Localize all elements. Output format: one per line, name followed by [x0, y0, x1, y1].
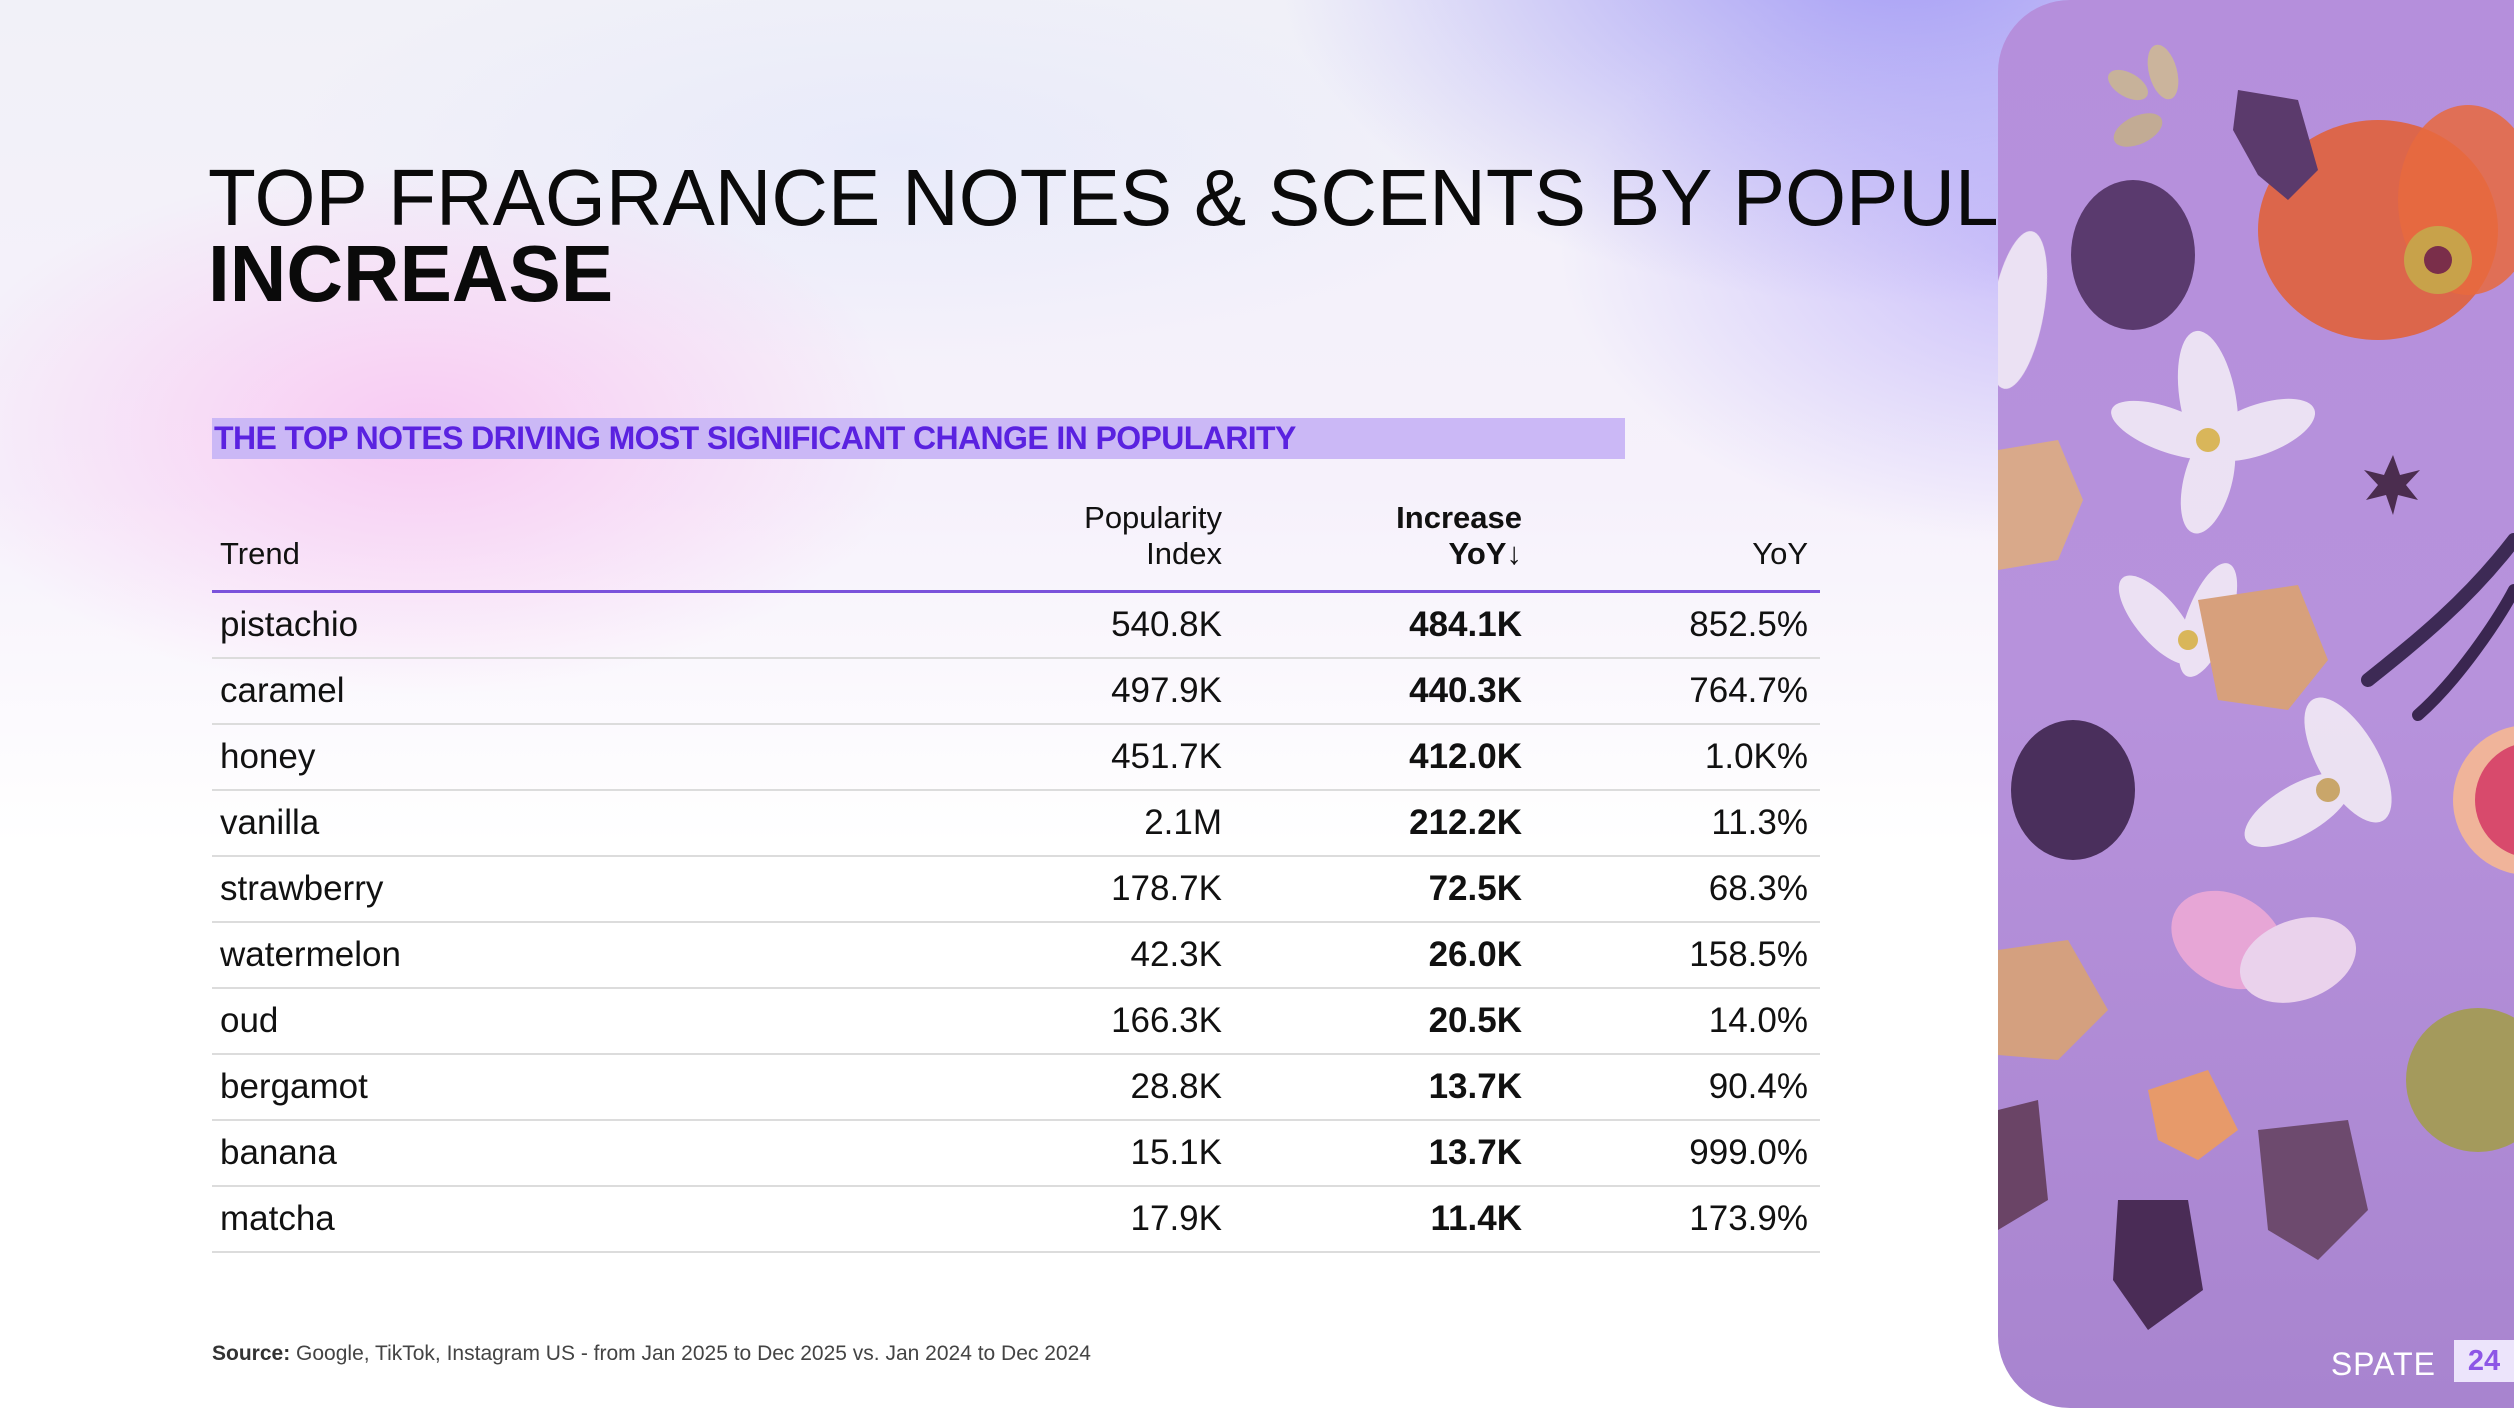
- cell-popularity: 497.9K: [1111, 671, 1222, 710]
- cell-popularity: 15.1K: [1130, 1133, 1222, 1172]
- trends-table: Trend Popularity Index Increase YoY↓ YoY…: [212, 490, 1820, 1253]
- cell-trend: watermelon: [220, 935, 401, 974]
- section-subtitle: THE TOP NOTES DRIVING MOST SIGNIFICANT C…: [212, 418, 1625, 459]
- cell-yoy: 14.0%: [1708, 1001, 1808, 1040]
- cell-popularity: 2.1M: [1144, 803, 1222, 842]
- cell-trend: matcha: [220, 1199, 335, 1238]
- cell-popularity: 451.7K: [1111, 737, 1222, 776]
- star-anise-shape: [2364, 455, 2420, 515]
- jasmine-flower-shapes: [1998, 231, 2392, 847]
- cell-yoy: 173.9%: [1689, 1199, 1808, 1238]
- cell-yoy: 852.5%: [1689, 605, 1808, 644]
- cell-yoy: 999.0%: [1689, 1133, 1808, 1172]
- table-row: watermelon 42.3K 26.0K 158.5%: [212, 923, 1820, 989]
- title-line1: TOP FRAGRANCE NOTES & SCENTS BY POPULARI…: [208, 153, 2229, 242]
- cell-yoy: 68.3%: [1708, 869, 1808, 908]
- vanilla-pod-shape: [2361, 533, 2514, 687]
- brand-logo: SPATE: [2330, 1346, 2436, 1382]
- cell-yoy: 158.5%: [1689, 935, 1808, 974]
- table-row: matcha 17.9K 11.4K 173.9%: [212, 1187, 1820, 1253]
- table-row: honey 451.7K 412.0K 1.0K%: [212, 725, 1820, 791]
- lime-shape: [2406, 1008, 2514, 1152]
- cell-trend: caramel: [220, 671, 345, 710]
- cell-yoy: 90.4%: [1708, 1067, 1808, 1106]
- cell-increase: 412.0K: [1409, 737, 1522, 776]
- cell-popularity: 17.9K: [1130, 1199, 1222, 1238]
- title-emphasis: INCREASE: [208, 229, 614, 318]
- table-row: caramel 497.9K 440.3K 764.7%: [212, 659, 1820, 725]
- cell-yoy: 1.0K%: [1704, 737, 1808, 776]
- cell-increase: 20.5K: [1428, 1001, 1522, 1040]
- source-text: Google, TikTok, Instagram US - from Jan …: [296, 1342, 1091, 1365]
- poppy-flower-shape: [2258, 105, 2514, 340]
- cell-popularity: 28.8K: [1130, 1067, 1222, 1106]
- cell-trend: strawberry: [220, 869, 384, 908]
- cell-trend: banana: [220, 1133, 337, 1172]
- table-row: oud 166.3K 20.5K 14.0%: [212, 989, 1820, 1055]
- sort-desc-label: YoY↓: [1448, 536, 1523, 571]
- cell-popularity: 540.8K: [1111, 605, 1222, 644]
- table-header: Trend Popularity Index Increase YoY↓ YoY: [212, 490, 1820, 593]
- nutmeg-shape: [2071, 180, 2195, 330]
- cell-increase: 72.5K: [1428, 869, 1522, 908]
- cell-trend: bergamot: [220, 1067, 368, 1106]
- cell-increase: 11.4K: [1430, 1199, 1522, 1238]
- column-header-yoy[interactable]: YoY: [1752, 536, 1808, 571]
- cell-trend: vanilla: [220, 803, 320, 842]
- table-row: strawberry 178.7K 72.5K 68.3%: [212, 857, 1820, 923]
- cell-increase: 13.7K: [1428, 1067, 1522, 1106]
- table-row: banana 15.1K 13.7K 999.0%: [212, 1121, 1820, 1187]
- cell-trend: pistachio: [220, 605, 359, 644]
- column-header-trend[interactable]: Trend: [220, 536, 300, 571]
- cell-trend: oud: [220, 1001, 279, 1040]
- source-label: Source:: [212, 1342, 291, 1365]
- cell-increase: 440.3K: [1409, 671, 1522, 710]
- cell-popularity: 42.3K: [1130, 935, 1222, 974]
- cell-increase: 212.2K: [1409, 803, 1522, 842]
- decorative-photo-panel: SPATE 24: [1998, 0, 2514, 1408]
- cell-increase: 484.1K: [1409, 605, 1522, 644]
- table-row: bergamot 28.8K 13.7K 90.4%: [212, 1055, 1820, 1121]
- source-note: Source: Google, TikTok, Instagram US - f…: [212, 1342, 1091, 1366]
- page-title: TOP FRAGRANCE NOTES & SCENTS BY POPULARI…: [208, 158, 2468, 314]
- cell-popularity: 166.3K: [1111, 1001, 1222, 1040]
- column-header-increase-yoy[interactable]: Increase YoY↓: [1396, 500, 1523, 571]
- cell-yoy: 11.3%: [1711, 803, 1808, 842]
- walnut-shape: [2011, 720, 2135, 860]
- page-number-badge: 24: [2454, 1340, 2514, 1382]
- table-row: pistachio 540.8K 484.1K 852.5%: [212, 593, 1820, 659]
- cell-popularity: 178.7K: [1111, 869, 1222, 908]
- cell-trend: honey: [220, 737, 316, 776]
- table-row: vanilla 2.1M 212.2K 11.3%: [212, 791, 1820, 857]
- cell-increase: 13.7K: [1428, 1133, 1522, 1172]
- cell-increase: 26.0K: [1428, 935, 1522, 974]
- cell-yoy: 764.7%: [1689, 671, 1808, 710]
- botanicals-illustration: [1998, 44, 2514, 1330]
- column-header-popularity-index[interactable]: Popularity Index: [1084, 500, 1222, 571]
